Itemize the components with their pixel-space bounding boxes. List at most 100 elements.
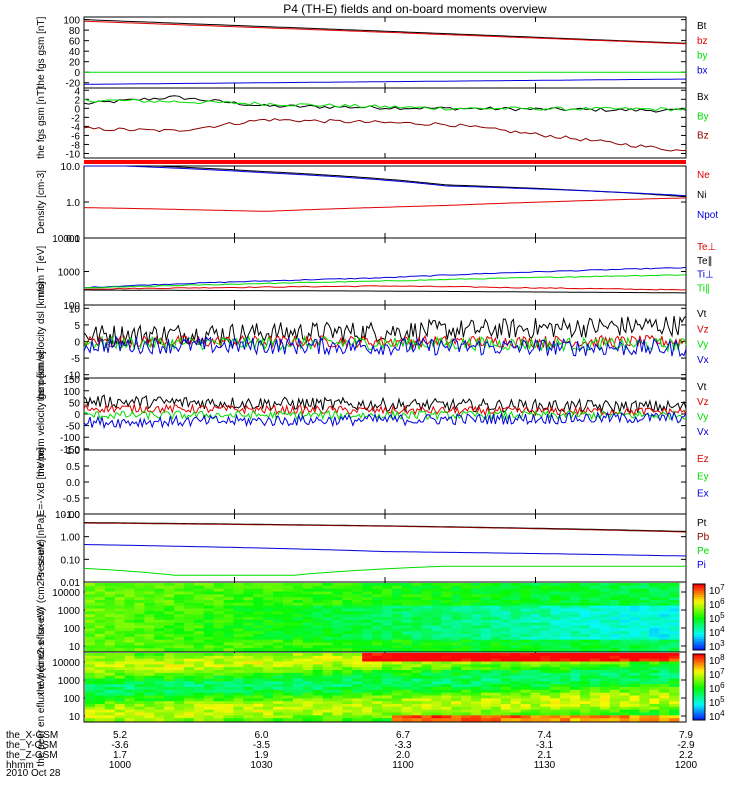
heatmap-cell bbox=[302, 658, 314, 662]
heatmap-cell bbox=[154, 628, 165, 632]
heatmap-cell bbox=[263, 681, 274, 685]
y-tick-label: 1.0 bbox=[66, 446, 80, 457]
heatmap-cell bbox=[471, 709, 482, 713]
heatmap-cell bbox=[570, 636, 581, 641]
heatmap-cell bbox=[243, 591, 254, 595]
heatmap-cell bbox=[570, 619, 581, 624]
heatmap-cell bbox=[332, 614, 343, 618]
heatmap-cell bbox=[203, 600, 215, 604]
heatmap-cell bbox=[401, 698, 413, 702]
heatmap-cell bbox=[273, 608, 284, 612]
heatmap-cell bbox=[144, 585, 155, 590]
heatmap-cell bbox=[243, 583, 254, 587]
heatmap-cell bbox=[243, 622, 254, 626]
heatmap-cell bbox=[223, 600, 234, 604]
heatmap-cell bbox=[649, 628, 660, 632]
heatmap-cell bbox=[530, 631, 541, 635]
heatmap-cell bbox=[589, 600, 601, 604]
heatmap-cell bbox=[85, 645, 96, 649]
heatmap-cell bbox=[263, 594, 274, 598]
colorbar-cell bbox=[693, 610, 705, 614]
heatmap-cell bbox=[510, 675, 522, 679]
heatmap-cell bbox=[104, 675, 116, 679]
heatmap-cell bbox=[203, 645, 215, 649]
heatmap-cell bbox=[490, 648, 502, 652]
heatmap-cell bbox=[411, 678, 423, 682]
heatmap-cell bbox=[322, 709, 333, 713]
y-axis-label: Density [cm-3] bbox=[36, 170, 47, 234]
heatmap-cell bbox=[114, 648, 126, 652]
heatmap-cell bbox=[441, 670, 452, 674]
heatmap-cell bbox=[659, 602, 670, 607]
heatmap-cell bbox=[649, 634, 660, 638]
heatmap-cell bbox=[461, 695, 472, 699]
heatmap-cell bbox=[312, 594, 324, 598]
heatmap-cell bbox=[302, 594, 314, 598]
heatmap-cell bbox=[124, 619, 135, 624]
heatmap-cell bbox=[233, 631, 244, 635]
heatmap-cell bbox=[292, 687, 304, 691]
heatmap-cell bbox=[382, 681, 393, 685]
colorbar-cell bbox=[693, 660, 705, 664]
heatmap-cell bbox=[421, 678, 432, 682]
heatmap-cell bbox=[134, 698, 145, 702]
heatmap-cell bbox=[144, 631, 155, 635]
heatmap-cell bbox=[461, 602, 472, 607]
heatmap-cell bbox=[540, 675, 551, 679]
heatmap-cell bbox=[243, 678, 254, 682]
heatmap-cell bbox=[391, 704, 403, 708]
heatmap-cell bbox=[401, 608, 413, 612]
heatmap-cell bbox=[510, 639, 522, 643]
heatmap-cell bbox=[302, 667, 314, 671]
heatmap-cell bbox=[372, 605, 383, 609]
heatmap-cell bbox=[104, 591, 116, 595]
heatmap-cell bbox=[629, 639, 640, 643]
heatmap-cell bbox=[421, 698, 432, 702]
heatmap-cell bbox=[213, 684, 225, 688]
heatmap-cell bbox=[649, 591, 660, 595]
heatmap-cell bbox=[134, 670, 145, 674]
heatmap-cell bbox=[114, 701, 126, 705]
heatmap-cell bbox=[332, 718, 343, 722]
heatmap-cell bbox=[540, 639, 551, 643]
heatmap-cell bbox=[560, 608, 571, 612]
heatmap-cell bbox=[599, 585, 611, 590]
heatmap-cell bbox=[174, 695, 185, 699]
colorbar-tick-label: 104 bbox=[709, 625, 725, 639]
heatmap-cell bbox=[550, 636, 561, 641]
heatmap-cell bbox=[85, 684, 96, 688]
heatmap-cell bbox=[302, 675, 314, 679]
heatmap-cell bbox=[659, 648, 670, 652]
colorbar-tick-label: 104 bbox=[709, 709, 725, 723]
heatmap-cell bbox=[550, 715, 561, 719]
heatmap-cell bbox=[94, 648, 106, 652]
legend-label: Vz bbox=[697, 397, 709, 408]
heatmap-cell bbox=[391, 684, 403, 688]
heatmap-cell bbox=[441, 622, 452, 626]
heatmap-cell bbox=[283, 648, 294, 652]
heatmap-cell bbox=[213, 692, 225, 696]
heatmap-cell bbox=[609, 695, 621, 699]
heatmap-cell bbox=[530, 636, 541, 641]
colorbar-cell bbox=[693, 597, 705, 600]
heatmap-cell bbox=[619, 712, 630, 716]
heatmap-cell bbox=[85, 639, 96, 643]
heatmap-cell bbox=[471, 611, 482, 615]
y-tick-label: 10 bbox=[69, 642, 81, 653]
heatmap-cell bbox=[184, 675, 195, 679]
heatmap-cell bbox=[362, 684, 373, 688]
heatmap-cell bbox=[243, 636, 254, 641]
heatmap-cell bbox=[104, 704, 116, 708]
heatmap-cell bbox=[283, 597, 294, 601]
heatmap-cell bbox=[164, 678, 175, 682]
y-tick-label: 40 bbox=[69, 47, 81, 58]
heatmap-cell bbox=[342, 672, 353, 677]
heatmap-cell bbox=[253, 661, 264, 665]
heatmap-cell bbox=[550, 648, 561, 652]
heatmap-cell bbox=[451, 678, 462, 682]
legend-label: Ne bbox=[697, 170, 710, 181]
heatmap-cell bbox=[391, 695, 403, 699]
heatmap-cell bbox=[283, 622, 294, 626]
heatmap-cell bbox=[154, 715, 165, 719]
heatmap-cell bbox=[510, 661, 522, 665]
